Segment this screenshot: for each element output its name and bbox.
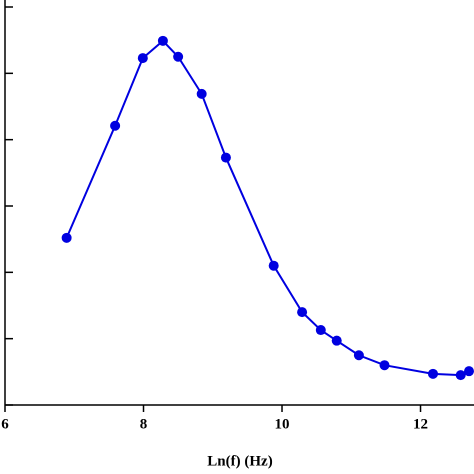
- x-tick-label: 12: [413, 416, 428, 432]
- point: [427, 368, 438, 379]
- x-tick-label: 8: [140, 416, 148, 432]
- point: [157, 35, 168, 46]
- point: [331, 335, 342, 346]
- x-tick-label: 6: [1, 416, 9, 432]
- point: [196, 88, 207, 99]
- point: [61, 232, 72, 243]
- point: [297, 307, 308, 318]
- point: [464, 366, 474, 377]
- point: [379, 360, 390, 371]
- x-axis-label: Ln(f) (Hz): [207, 453, 272, 469]
- point: [353, 350, 364, 361]
- x-tick-label: 10: [275, 416, 290, 432]
- point: [268, 260, 279, 271]
- series-line: [65, 39, 470, 377]
- point: [315, 325, 326, 336]
- point: [137, 53, 148, 64]
- point: [110, 120, 121, 131]
- point: [455, 370, 466, 381]
- point: [220, 152, 231, 163]
- point: [173, 51, 184, 62]
